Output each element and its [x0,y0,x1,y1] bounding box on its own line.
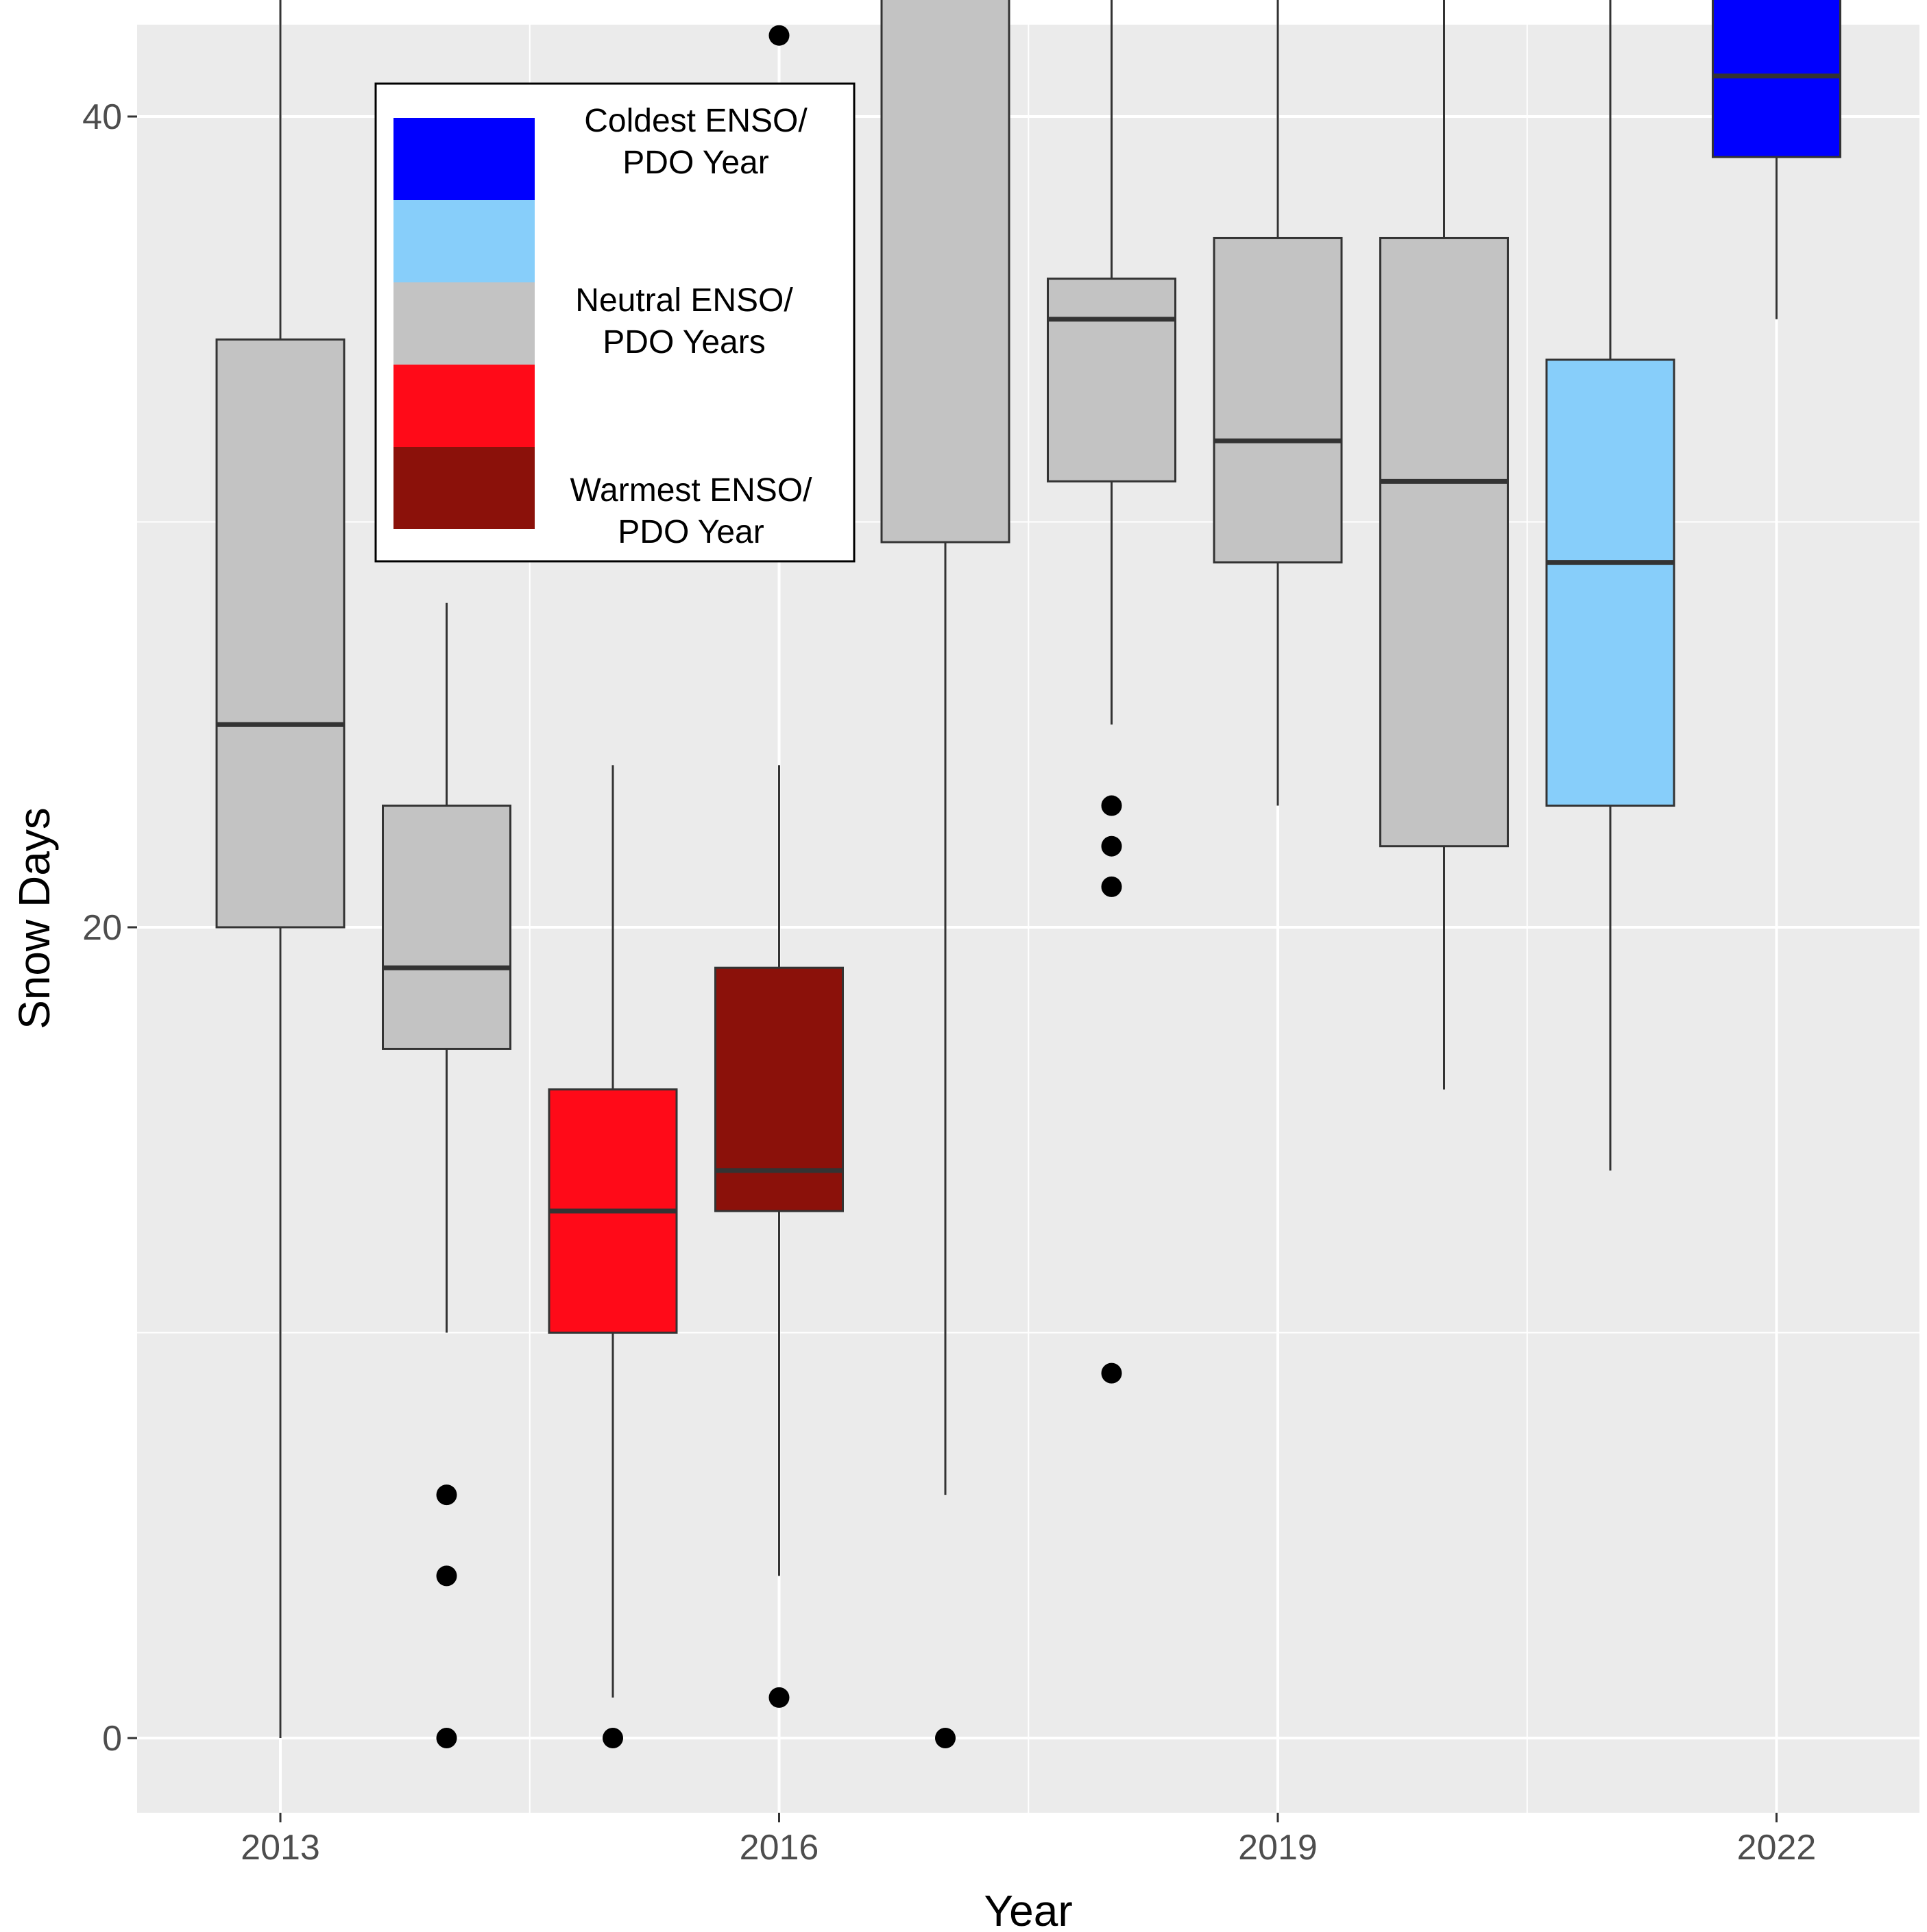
outlier-2018-2 [1101,835,1122,857]
y-tick-label-0: 0 [102,1719,122,1759]
iqr-box-2020 [1379,236,1509,848]
x-axis: 2013 2016 2019 2022 [241,1813,1816,1868]
box-2017 [880,0,1010,1748]
y-axis-title: Snow Days [10,807,59,1029]
iqr-box-2017 [880,0,1010,543]
legend-swatch-cool [393,200,535,282]
legend-label-coldest-line1: Coldest ENSO/ [584,103,808,139]
outlier-2017-0 [935,1728,956,1748]
box-2021 [1545,0,1675,1171]
legend-label-coldest-line2: PDO Year [622,145,768,181]
legend-swatch-warm [393,365,535,447]
x-tick-label-2019: 2019 [1238,1828,1318,1868]
legend-swatch-warmest [393,447,535,529]
legend-swatch-coldest [393,118,535,200]
box-2013 [215,0,346,1738]
box-2022 [1712,0,1841,319]
boxplots [215,0,1841,1748]
box-2015 [548,765,678,1748]
y-axis: 020406080 [82,97,137,1759]
iqr-box-2013 [215,338,346,929]
outlier-2014-1 [436,1565,457,1587]
iqr-box-2019 [1213,236,1343,564]
box-2018 [1047,0,1176,1384]
outlier-2015-0 [603,1728,623,1748]
legend-label-warmest-line2: PDO Year [618,514,764,550]
x-axis-title: Year [984,1886,1072,1932]
legend-color-bar [393,118,535,529]
legend-swatch-neutral [393,282,535,365]
box-2020 [1379,0,1509,1090]
y-tick-label-20: 20 [82,908,122,948]
legend-label-neutral-line2: PDO Years [603,324,765,360]
outlier-2014-0 [436,1728,457,1748]
iqr-box-2021 [1545,358,1675,807]
outlier-2018-0 [1101,1362,1122,1384]
outlier-2018-1 [1101,876,1122,897]
outlier-2014-2 [436,1484,457,1506]
outlier-2016-4 [768,25,790,46]
x-tick-label-2013: 2013 [241,1828,320,1868]
iqr-box-2014 [382,805,511,1050]
box-2019 [1213,0,1343,806]
legend-label-neutral-line1: Neutral ENSO/ [575,282,793,319]
legend-label-warmest-line1: Warmest ENSO/ [570,472,813,509]
iqr-box-2022 [1712,0,1841,158]
y-tick-label-40: 40 [82,97,122,137]
iqr-box-2018 [1047,278,1176,482]
x-tick-label-2016: 2016 [740,1828,819,1868]
outlier-2018-3 [1101,795,1122,816]
iqr-box-2016 [714,966,844,1212]
outlier-2016-0 [768,1687,790,1708]
x-tick-label-2022: 2022 [1737,1828,1817,1868]
legend: Coldest ENSO/ PDO Year Neutral ENSO/ PDO… [374,82,856,563]
